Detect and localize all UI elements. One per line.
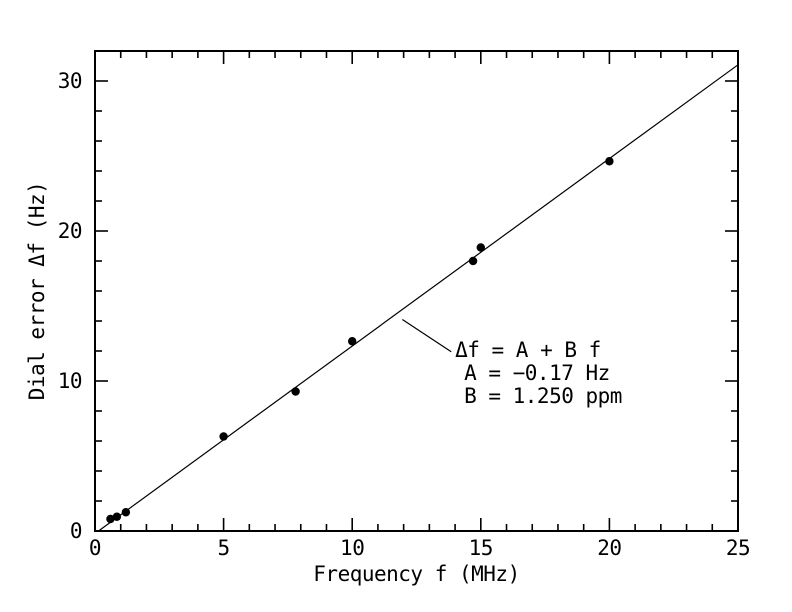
y-axis-title: Dial error Δf (Hz) (25, 182, 49, 401)
x-tick-label: 5 (218, 536, 230, 560)
y-axis-ticks (95, 50, 738, 532)
data-point (219, 432, 228, 441)
annotation-text-line: B = 1.250 ppm (464, 384, 622, 408)
data-point (291, 387, 300, 396)
data-point (348, 337, 357, 346)
x-axis-title: Frequency f (MHz) (313, 562, 519, 586)
y-tick-label: 20 (58, 219, 82, 243)
y-tick-label: 30 (58, 69, 82, 93)
annotation-text-line: A = −0.17 Hz (464, 361, 610, 385)
data-point (106, 514, 115, 524)
data-point (605, 157, 614, 166)
y-tick-label: 10 (58, 369, 82, 393)
data-point (468, 256, 478, 266)
annotation-text-line: Δf = A + B f (455, 338, 601, 362)
fit-annotation: Δf = A + B fA = −0.17 HzB = 1.250 ppm (455, 338, 622, 408)
annotation-pointer-line (402, 318, 452, 353)
data-point (476, 243, 485, 252)
fit-line (98, 64, 739, 532)
x-tick-label: 25 (726, 536, 750, 560)
data-points (106, 157, 614, 524)
x-tick-label: 20 (597, 536, 621, 560)
plot-frame (94, 50, 739, 532)
x-tick-label: 10 (340, 536, 364, 560)
y-tick-label: 0 (70, 519, 82, 543)
data-point (112, 512, 122, 521)
tick-labels: 0 5 10 15 20 25 0 10 20 30 (58, 69, 751, 560)
x-tick-label: 15 (469, 536, 493, 560)
x-tick-label: 0 (89, 536, 101, 560)
data-point (121, 508, 131, 517)
x-axis-ticks (94, 51, 739, 531)
